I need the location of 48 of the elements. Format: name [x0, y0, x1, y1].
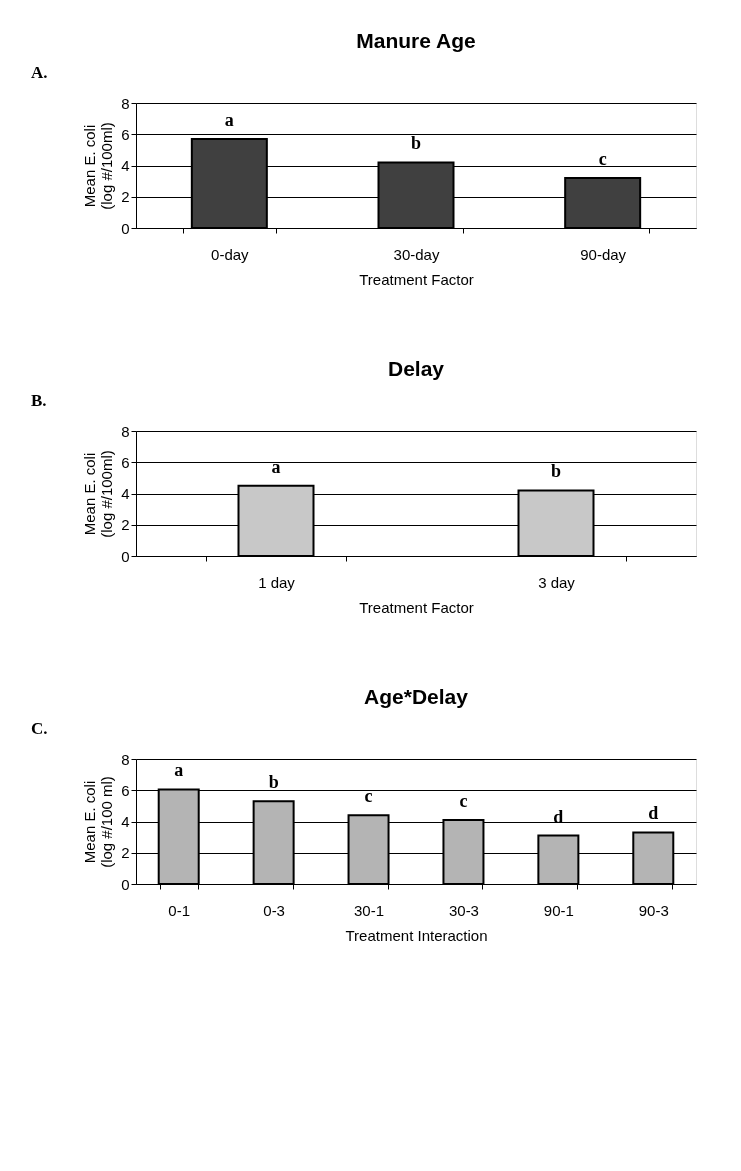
x-tick-label: 0-1: [168, 901, 191, 919]
y-tick-label: 6: [121, 453, 130, 471]
x-axis-title: Treatment Factor: [359, 270, 474, 288]
x-tick-label: 90-1: [543, 901, 574, 919]
text: B.: [31, 391, 47, 410]
y-tick-label: 6: [121, 781, 130, 799]
y-tick-label: 0: [121, 875, 130, 893]
x-tick-label: 90-day: [580, 245, 627, 263]
data-label: c: [598, 149, 607, 169]
data-label: c: [364, 786, 373, 807]
y-axis-title: Mean E. coli (log #/100ml): [81, 122, 116, 210]
x-tick-label: 3 day: [538, 573, 576, 591]
y-tick-label: 0: [121, 547, 130, 565]
chart-title: Delay: [387, 357, 445, 380]
y-axis-title: Mean E. coli (log #/100ml): [81, 450, 116, 538]
chart-title: Age*Delay: [364, 685, 469, 708]
y-tick-label: 0: [121, 219, 130, 237]
y-tick-label: 4: [121, 813, 130, 830]
y-tick-label: 6: [121, 125, 130, 143]
chart-title: Manure Age: [356, 29, 476, 52]
data-label: b: [550, 461, 562, 482]
x-tick-label: 0-day: [211, 245, 250, 263]
x-tick-label: 1 day: [258, 573, 296, 591]
data-label: a: [224, 109, 234, 130]
y-tick-label: 8: [121, 422, 130, 440]
x-tick-label: 90-3: [638, 901, 669, 919]
y-tick-label: 8: [121, 750, 130, 768]
data-label: c: [459, 790, 468, 811]
text: A.: [31, 63, 48, 82]
y-tick-label: 4: [121, 157, 130, 174]
data-label: d: [648, 803, 659, 824]
x-tick-label: 30-day: [393, 245, 440, 263]
y-tick-label: 8: [121, 94, 130, 112]
text: C.: [31, 719, 48, 738]
x-axis-title: Treatment Factor: [359, 598, 474, 616]
x-tick-label: 30-1: [354, 901, 385, 919]
y-tick-label: 4: [121, 485, 130, 502]
y-tick-label: 2: [121, 188, 130, 206]
y-tick-label: 2: [121, 516, 130, 534]
data-label: b: [268, 772, 279, 793]
x-tick-label: 30-3: [448, 901, 479, 919]
data-label: b: [410, 133, 422, 154]
x-axis-title: Treatment Interaction: [345, 926, 488, 944]
y-axis-title: Mean E. coli (log #/100 ml): [81, 776, 116, 868]
y-tick-label: 2: [121, 844, 130, 862]
data-label: a: [174, 760, 184, 781]
x-tick-label: 0-3: [263, 901, 285, 919]
data-label: a: [271, 456, 281, 477]
